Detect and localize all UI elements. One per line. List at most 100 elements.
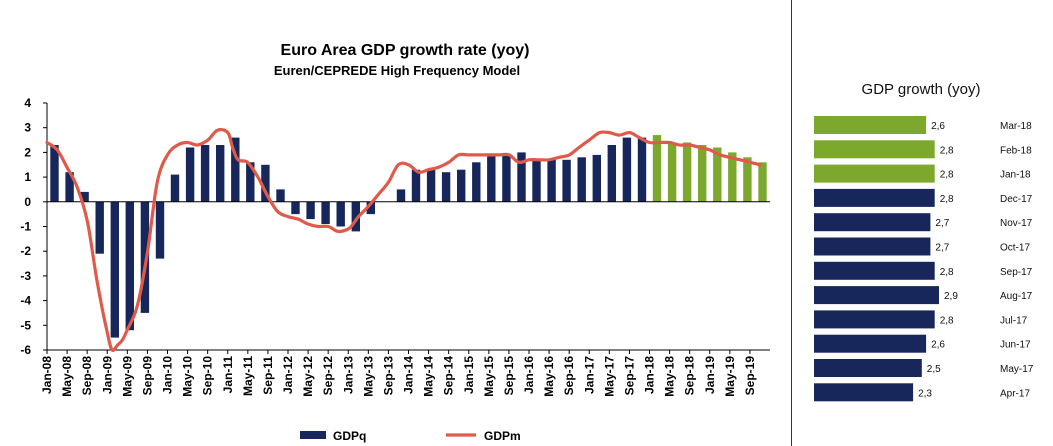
gdpq-bar bbox=[547, 159, 556, 202]
gdpq-bar bbox=[472, 162, 481, 202]
side-bar bbox=[814, 213, 931, 232]
x-tick-label: Jan-19 bbox=[703, 356, 717, 394]
x-tick-label: May-10 bbox=[181, 356, 195, 397]
x-tick-label: Jan-09 bbox=[100, 356, 114, 394]
x-tick-label: May-18 bbox=[663, 356, 677, 397]
x-tick-label: Jan-14 bbox=[402, 356, 416, 394]
side-bar-category: Apr-17 bbox=[1000, 388, 1030, 399]
gdpq-bar bbox=[261, 164, 270, 202]
gdpq-bar bbox=[577, 157, 586, 202]
x-tick-label: Jan-15 bbox=[462, 356, 476, 394]
x-tick-label: Sep-09 bbox=[140, 356, 154, 396]
x-tick-label: Sep-16 bbox=[562, 356, 576, 396]
side-bar-value: 2,3 bbox=[918, 388, 932, 399]
gdpq-bar bbox=[291, 201, 300, 215]
x-tick-label: Jan-11 bbox=[221, 356, 235, 394]
x-tick-label: Jan-10 bbox=[161, 356, 175, 394]
gdpq-bar bbox=[517, 152, 526, 202]
side-bar bbox=[814, 116, 927, 134]
legend: GDPq GDPm bbox=[300, 429, 521, 443]
x-tick-label: May-15 bbox=[482, 356, 496, 397]
side-bar-value: 2,8 bbox=[940, 315, 954, 326]
side-bar-value: 2,8 bbox=[940, 194, 954, 205]
gdpq-bars bbox=[50, 135, 767, 338]
side-bar-category: Feb-18 bbox=[1000, 145, 1032, 156]
y-axis: 4 3 2 1 0 -1 -2 -3 -4 -5 -6 bbox=[20, 96, 48, 357]
legend-label-gdpm: GDPm bbox=[484, 429, 521, 443]
x-tick-label: Sep-15 bbox=[502, 356, 516, 396]
x-tick-label: Sep-11 bbox=[261, 356, 275, 395]
side-bar-value: 2,9 bbox=[944, 291, 958, 302]
gdpq-bar bbox=[200, 145, 210, 202]
side-panel: GDP growth (yoy) 2,6 Mar-18 2,8 Feb-18 2,8 Ja… bbox=[791, 0, 1053, 446]
side-bar-category: Jan-18 bbox=[1000, 170, 1031, 181]
gdpq-bar bbox=[713, 147, 722, 202]
gdpq-bar bbox=[321, 201, 330, 224]
side-bar-category: Nov-17 bbox=[1000, 218, 1033, 229]
side-bar-category: Jul-17 bbox=[1000, 315, 1028, 326]
side-bar-value: 2,6 bbox=[931, 121, 945, 132]
side-bar bbox=[814, 164, 935, 183]
gdpq-bar bbox=[170, 174, 180, 202]
side-bar-value: 2,8 bbox=[940, 267, 954, 278]
y-tick-label: -3 bbox=[20, 269, 31, 283]
side-bar-value: 2,7 bbox=[935, 218, 949, 229]
gdpq-bar bbox=[728, 152, 737, 202]
gdpq-bar bbox=[246, 162, 255, 202]
gdpq-bar bbox=[95, 201, 104, 254]
x-axis-ticks: Jan-08 May-08 Sep-08 Jan-09 May-09 Sep-09 Jan-… bbox=[40, 349, 770, 397]
gdpq-bar bbox=[276, 189, 285, 202]
gdpq-bar bbox=[65, 172, 74, 202]
x-tick-label: May-19 bbox=[723, 356, 737, 397]
gdpq-bar bbox=[216, 145, 225, 202]
gdpq-bar bbox=[185, 147, 195, 202]
side-bar-category: Oct-17 bbox=[1000, 243, 1030, 254]
side-bar bbox=[814, 286, 939, 305]
gdpq-bar bbox=[155, 201, 165, 259]
gdpq-bar bbox=[125, 201, 134, 331]
y-tick-label: 4 bbox=[24, 96, 31, 110]
gdpq-bar bbox=[351, 201, 360, 232]
x-tick-label: Sep-17 bbox=[622, 356, 636, 396]
y-tick-label: -1 bbox=[20, 220, 31, 234]
side-bar-category: Dec-17 bbox=[1000, 194, 1033, 205]
y-tick-label: -5 bbox=[20, 318, 31, 332]
x-tick-label: Jan-08 bbox=[40, 356, 54, 394]
side-bar bbox=[814, 261, 935, 280]
y-tick-label: -2 bbox=[20, 244, 31, 258]
x-tick-label: May-13 bbox=[361, 356, 375, 397]
legend-label-gdpq: GDPq bbox=[333, 429, 366, 443]
legend-swatch-gdpq bbox=[300, 431, 326, 439]
side-bar-category: Aug-17 bbox=[1000, 291, 1033, 302]
x-tick-label: Jan-16 bbox=[522, 356, 536, 394]
gdpq-bar bbox=[532, 159, 541, 202]
gdpq-bar bbox=[652, 135, 662, 202]
y-tick-label: 3 bbox=[24, 121, 31, 135]
side-bar bbox=[814, 140, 935, 159]
x-tick-label: Sep-13 bbox=[381, 356, 395, 396]
side-bar-category: May-17 bbox=[1000, 364, 1034, 375]
gdpq-bar bbox=[441, 172, 451, 202]
chart-title: Euro Area GDP growth rate (yoy) bbox=[281, 42, 530, 59]
gdpq-bar bbox=[411, 169, 421, 202]
y-tick-label: -6 bbox=[20, 343, 31, 357]
x-tick-label: Jan-18 bbox=[643, 356, 657, 394]
y-tick-label: 0 bbox=[24, 195, 31, 209]
side-bar-value: 2,5 bbox=[927, 364, 941, 375]
x-tick-label: May-12 bbox=[301, 356, 315, 397]
gdpq-bar bbox=[743, 157, 752, 202]
x-tick-label: May-14 bbox=[422, 356, 436, 397]
gdpq-bar bbox=[592, 154, 601, 202]
x-tick-label: May-09 bbox=[120, 356, 134, 397]
side-bar bbox=[814, 237, 931, 256]
gdpq-bar bbox=[457, 169, 466, 202]
gdp-monthly-chart: GDP growth (yoy) 2,6 Mar-18 2,8 Feb-18 2,8 Ja… bbox=[814, 81, 1034, 402]
side-bar bbox=[814, 310, 935, 329]
gdpq-bar bbox=[80, 191, 89, 202]
gdpq-bar bbox=[231, 137, 240, 202]
gdpq-bar bbox=[487, 154, 496, 202]
gdpq-bar bbox=[667, 142, 677, 202]
gdpq-bar bbox=[607, 145, 616, 202]
gdpq-bar bbox=[637, 137, 647, 202]
gdpq-bar bbox=[622, 137, 632, 202]
